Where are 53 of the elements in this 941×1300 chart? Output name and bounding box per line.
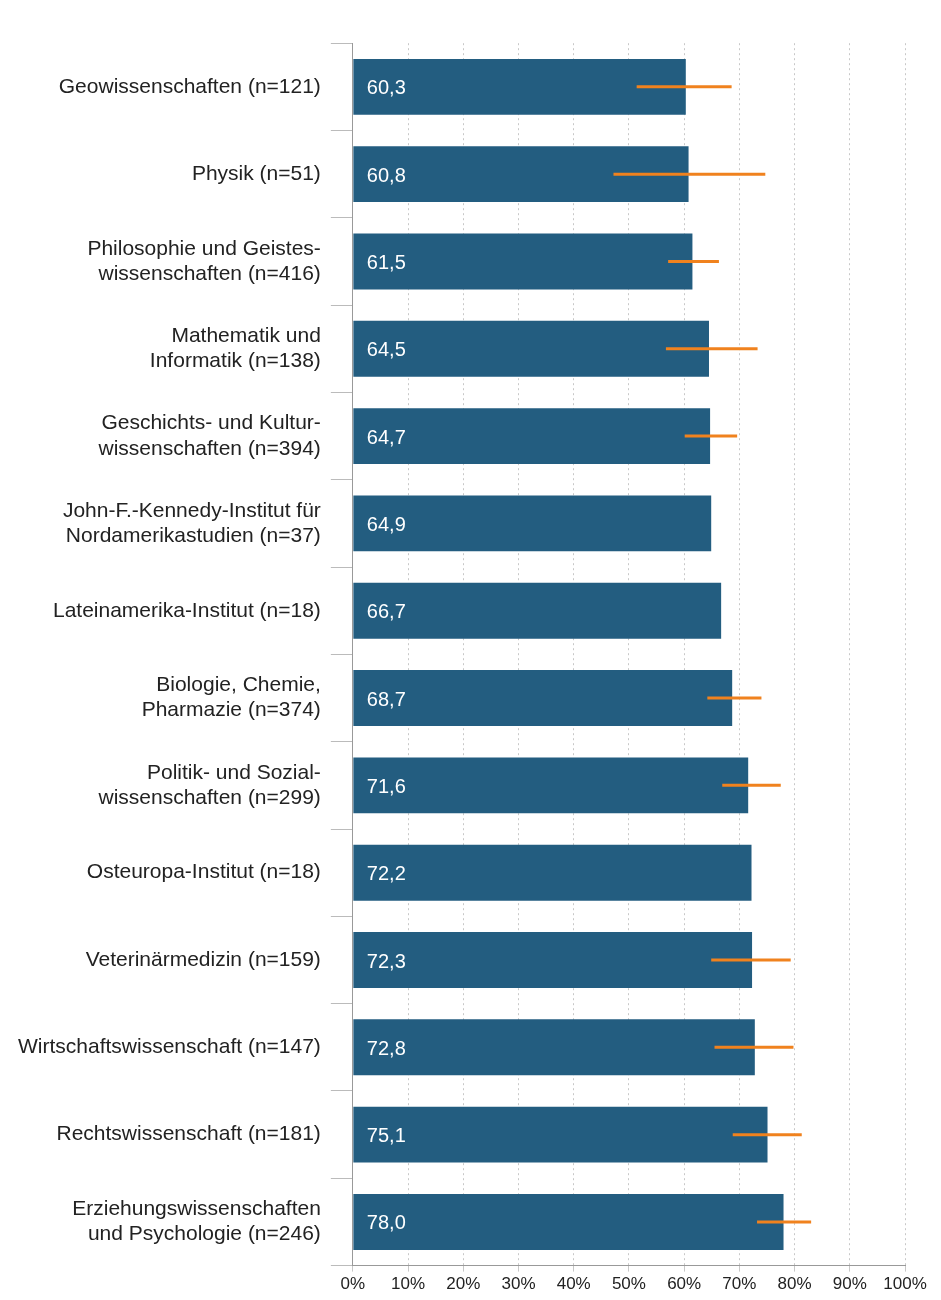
x-tick-label: 30% [501, 1274, 536, 1294]
y-tick-label: Geowissenschaften (n=121) [58, 73, 321, 97]
data-label: 75,1 [366, 1124, 406, 1147]
bar [353, 146, 689, 203]
data-label: 61,5 [366, 251, 406, 273]
y-tick-label: Osteuropa-Institut (n=18) [86, 859, 321, 883]
data-label: 60,8 [366, 163, 406, 186]
data-label: 64,7 [366, 425, 406, 448]
y-tick-label: John-F.-Kennedy-Institut für Nordamerikastudien (n=37) [62, 497, 321, 546]
data-label: 66,7 [366, 600, 406, 623]
bar [353, 670, 733, 726]
y-tick-label: Wirtschaftswissenschaft (n=147) [18, 1034, 321, 1058]
x-tick-label: 0% [340, 1274, 366, 1294]
y-tick-label: Physik (n=51) [191, 160, 321, 184]
data-label: 72,2 [366, 862, 406, 885]
y-tick-label: Rechtswissenschaft (n=181) [56, 1121, 321, 1145]
bar [353, 495, 712, 552]
x-tick-label: 70% [722, 1274, 757, 1294]
data-label: 72,8 [366, 1036, 406, 1059]
y-tick-label: Biologie, Chemie, Pharmazie (n=374) [141, 672, 321, 721]
data-label: 71,6 [366, 774, 406, 797]
y-tick-label: Geschichts- und Kultur- wissenschaften (n=394) [97, 410, 321, 459]
data-label: 64,9 [366, 512, 406, 535]
data-label: 60,3 [366, 76, 406, 99]
x-tick-label: 40% [556, 1274, 591, 1294]
bar [353, 1194, 784, 1250]
data-label: 64,5 [366, 338, 406, 361]
y-tick-label: Philosophie und Geistes- wissenschaften (n=416) [87, 235, 321, 284]
data-label: 78,0 [366, 1211, 406, 1234]
y-tick-label: Veterinärmedizin (n=159) [85, 946, 321, 970]
data-label: 68,7 [366, 687, 406, 710]
bar [353, 757, 749, 814]
bar [353, 1106, 768, 1163]
bar [353, 844, 752, 901]
y-tick-label: Mathematik und Informatik (n=138) [149, 323, 321, 372]
data-label: 72,3 [366, 949, 406, 972]
bar [353, 320, 709, 377]
x-tick-label: 60% [667, 1274, 702, 1294]
bar [353, 582, 722, 639]
x-tick-label: 20% [446, 1274, 481, 1294]
x-tick-label: 50% [611, 1274, 646, 1294]
x-tick-label: 90% [832, 1274, 867, 1294]
bar [353, 408, 711, 465]
bar [353, 233, 693, 290]
y-tick-label: Politik- und Sozial- wissenschaften (n=299) [97, 759, 321, 808]
y-tick-label: Lateinamerika-Institut (n=18) [52, 597, 321, 621]
bar [353, 58, 686, 115]
x-tick-label: 100% [883, 1274, 927, 1294]
x-tick-label: 10% [391, 1274, 426, 1294]
bar [353, 932, 753, 988]
y-tick-label: Erziehungswissenschaften und Psychologie (n=246) [72, 1196, 321, 1245]
x-tick-label: 80% [777, 1274, 812, 1294]
bar [353, 1019, 755, 1076]
